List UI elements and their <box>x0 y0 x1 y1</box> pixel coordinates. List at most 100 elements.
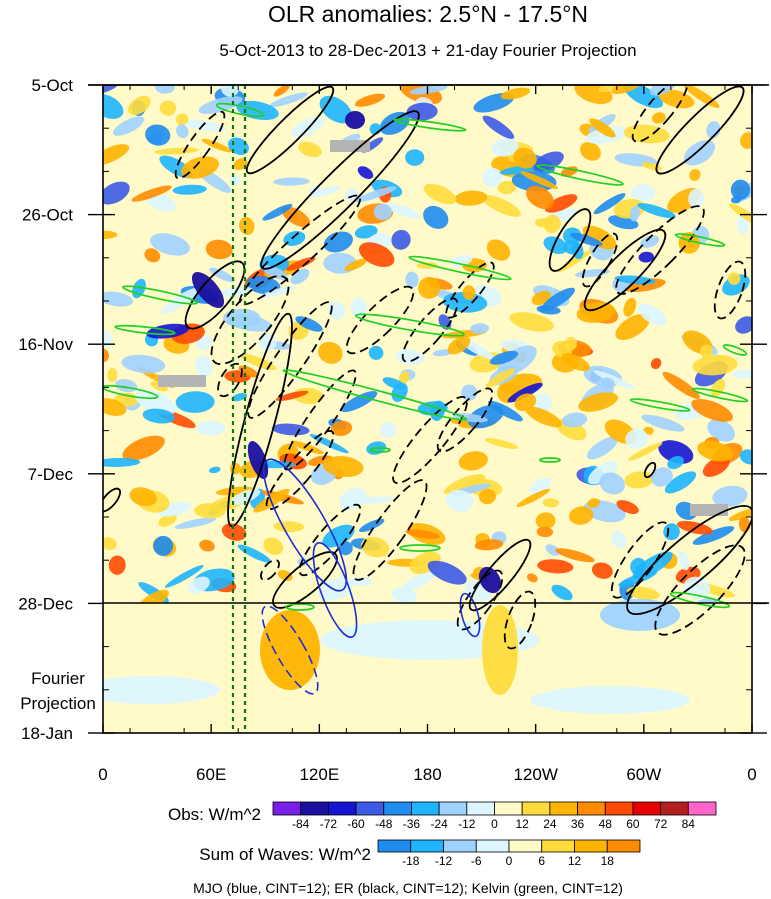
anomaly-patch <box>551 584 573 601</box>
obs-colorbar-swatch <box>577 801 606 816</box>
obs-colorbar-level: -36 <box>403 817 421 831</box>
kelvin-contour <box>674 233 726 247</box>
anomaly-patch <box>153 535 174 556</box>
anomaly-patch <box>262 203 293 221</box>
anomaly-patch <box>536 526 554 538</box>
anomaly-patch <box>520 171 558 190</box>
anomaly-patch <box>543 236 568 255</box>
kelvin-contour <box>669 591 731 609</box>
obs-colorbar-swatch <box>272 801 302 816</box>
anomaly-patch <box>339 487 367 510</box>
anomaly-patch <box>175 391 215 413</box>
obs-colorbar-swatch <box>411 801 440 816</box>
anomaly-patch <box>317 577 354 601</box>
anomaly-patch <box>735 316 752 334</box>
anomaly-patch <box>526 573 538 583</box>
anomaly-patch <box>629 205 640 222</box>
er-contour <box>456 569 504 631</box>
waves-colorbar-level: 12 <box>568 854 582 868</box>
er-contour <box>184 260 246 330</box>
anomaly-patch <box>187 576 210 594</box>
anomaly-patch <box>470 323 489 334</box>
anomaly-patch <box>159 100 177 116</box>
y-tick-label: 5-Oct <box>31 76 73 95</box>
waves-colorbar-level: -12 <box>435 854 453 868</box>
waves-colorbar-level: -18 <box>402 854 420 868</box>
y-tick-label: 28-Dec <box>18 594 73 613</box>
anomaly-patch <box>176 124 189 139</box>
kelvin-contour <box>691 387 749 403</box>
anomaly-patch <box>154 147 200 155</box>
anomaly-patch <box>121 354 166 374</box>
anomaly-patch <box>103 457 141 467</box>
anomaly-patch <box>391 587 418 603</box>
anomaly-patch <box>692 526 735 545</box>
anomaly-patch <box>730 196 742 204</box>
anomaly-patch <box>482 194 521 217</box>
anomaly-patch <box>164 565 204 588</box>
anomaly-patch <box>491 137 519 157</box>
kelvin-contour <box>408 255 512 281</box>
anomaly-patch <box>482 167 503 188</box>
anomaly-patch <box>103 94 124 119</box>
anomaly-patch <box>239 216 255 236</box>
er-contour <box>352 479 428 581</box>
kelvin-contour <box>536 164 624 186</box>
anomaly-patch <box>650 467 673 487</box>
anomaly-patch <box>350 297 368 319</box>
anomaly-patch <box>543 214 561 234</box>
anomaly-patch <box>651 112 666 124</box>
anomaly-patch <box>283 231 306 246</box>
anomaly-patch <box>103 291 134 307</box>
anomaly-patch <box>689 169 701 181</box>
er-contour <box>610 521 670 599</box>
obs-colorbar-swatch <box>438 801 468 816</box>
strong-convection-patch <box>478 566 502 594</box>
anomaly-patch <box>444 474 486 495</box>
er-contour <box>174 110 226 180</box>
obs-colorbar-level: 24 <box>543 817 557 831</box>
projection-anomaly-patch <box>103 676 220 704</box>
kelvin-contour <box>215 102 265 118</box>
anomaly-patch <box>221 85 239 97</box>
anomaly-patch <box>587 460 619 485</box>
anomaly-patch <box>513 147 537 169</box>
waves-colorbar: -18 -12 -6 0 6 12 18 <box>377 839 641 868</box>
wave-contours <box>103 85 752 695</box>
waves-colorbar-level: 18 <box>601 854 615 868</box>
anomaly-patch <box>692 354 738 376</box>
anomaly-patch <box>649 85 677 96</box>
er-contour <box>245 85 335 175</box>
waves-colorbar-level: -6 <box>471 854 482 868</box>
anomaly-patch <box>209 267 235 283</box>
strong-convection-patch <box>345 111 365 129</box>
anomaly-patch <box>391 229 411 250</box>
anomaly-patch <box>489 350 519 365</box>
x-tick-label: 180 <box>413 765 441 784</box>
anomaly-patch <box>638 251 655 263</box>
anomaly-patch <box>263 537 284 555</box>
obs-colorbar-level: -24 <box>430 817 448 831</box>
obs-colorbar-swatch <box>327 801 357 816</box>
anomaly-patch <box>174 517 217 529</box>
obs-colorbar-level: -72 <box>320 817 338 831</box>
anomaly-patch <box>360 536 390 558</box>
anomaly-patch <box>569 506 594 525</box>
kelvin-contour <box>354 313 466 337</box>
kelvin-contour <box>369 447 391 453</box>
anomaly-patch <box>145 192 177 212</box>
kelvin-contour <box>629 398 691 412</box>
anomaly-patch <box>198 96 243 115</box>
kelvin-contour <box>103 384 159 400</box>
anomaly-patch <box>526 185 554 210</box>
anomaly-patch <box>354 93 386 107</box>
x-tick-label: 120W <box>513 765 557 784</box>
anomaly-patch <box>497 181 517 195</box>
anomaly-patch <box>240 353 276 371</box>
waves-colorbar-swatch <box>443 839 477 853</box>
waves-colorbar-label: Sum of Waves: W/m^2 <box>199 845 371 864</box>
anomaly-patch <box>587 498 600 508</box>
kelvin-contour <box>121 285 199 305</box>
er-contour <box>631 85 689 143</box>
